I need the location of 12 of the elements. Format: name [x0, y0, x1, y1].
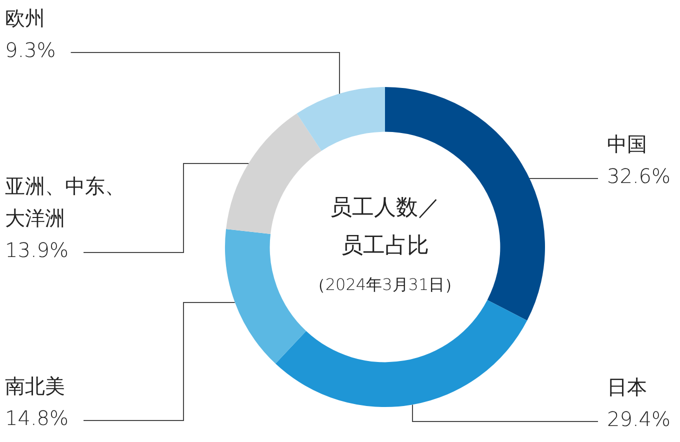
slice-label: 欧州	[5, 6, 45, 30]
text: 员工人数／员工占比	[330, 196, 440, 259]
data-label: 13.9%	[5, 238, 69, 262]
data-label: 29.4%	[607, 407, 671, 432]
slice-label: 日本	[607, 375, 647, 400]
data-label: 32.6%	[607, 164, 671, 188]
data-label: 9.3%	[5, 38, 56, 62]
slice-label: 中国	[607, 132, 647, 156]
slice-label: 亚洲、中东、大洋洲	[5, 174, 125, 230]
text: （2024年3月31日）	[309, 275, 461, 294]
slice-label: 南北美	[5, 374, 65, 398]
data-label: 14.8%	[5, 406, 69, 430]
